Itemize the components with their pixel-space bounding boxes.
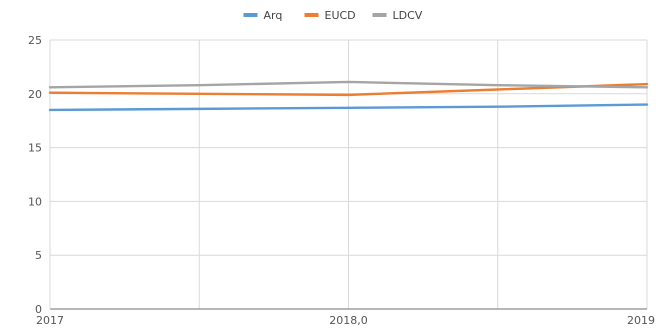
chart-legend: Arq EUCD LDCV: [243, 9, 423, 22]
y-tick-label: 10: [28, 195, 42, 208]
series-layer: [48, 80, 649, 112]
legend-label-eucd: EUCD: [325, 9, 356, 22]
legend-label-ldcv: LDCV: [393, 9, 423, 22]
x-tick-label: 2017: [36, 314, 64, 327]
y-tick-label: 25: [28, 34, 42, 47]
x-tick-label: 2019: [627, 314, 655, 327]
legend-label-arq: Arq: [264, 9, 283, 22]
grid-layer: [50, 39, 648, 309]
y-tick-label: 15: [28, 142, 42, 155]
axis-layer: 0 5 10 15 20 25 2017 2018,0 2019: [28, 34, 655, 327]
x-tick-label: 2018,0: [329, 314, 368, 327]
series-line-arq: [48, 103, 649, 112]
series-line-ldcv: [48, 80, 649, 89]
y-tick-label: 20: [28, 88, 42, 101]
y-tick-label: 0: [35, 303, 42, 316]
y-tick-label: 5: [35, 249, 42, 262]
series-line-eucd: [48, 82, 649, 97]
